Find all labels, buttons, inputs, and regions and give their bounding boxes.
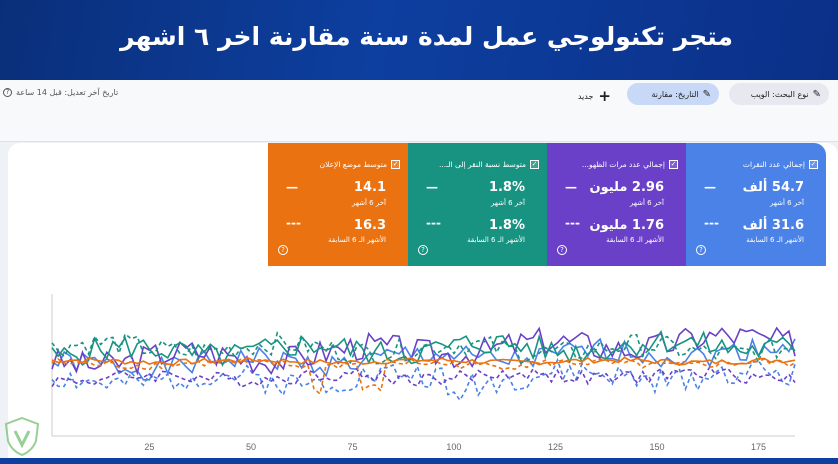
metric-current-value: 2.96 مليون [589,180,664,195]
metric-current-label: آخر 6 أشهر [630,199,664,207]
metric-card-position[interactable]: ✓ متوسط موضع الإعلان 14.1 آخر 6 أشهر 16.3… [268,143,408,266]
series-line-ctr_prev [51,331,796,365]
metric-previous-value: 16.3 [353,218,386,233]
date-label: التاريخ: مقارنة [651,89,699,99]
metric-title: متوسط موضع الإعلان [319,160,387,169]
search-type-filter[interactable]: ✎ نوع البحث: الويب [729,83,829,105]
x-tick-label: 75 [347,442,357,452]
series-line-impressions [51,326,796,376]
metric-current-label: آخر 6 أشهر [491,199,525,207]
metric-current-label: آخر 6 أشهر [770,199,804,207]
page-title: متجر تكنولوجي عمل لمدة سنة مقارنة اخر ٦ … [120,22,733,51]
new-filter-label: جديد [577,91,594,101]
pencil-icon: ✎ [812,88,821,100]
help-icon[interactable]: ? [696,245,706,255]
x-tick-label: 50 [246,442,256,452]
metric-previous-label: الأشهر الـ 6 السابقة [746,236,804,244]
metric-card-impressions[interactable]: ✓ إجمالي عدد مرات الظهو... 2.96 مليون آخر… [547,143,686,266]
metric-current-value: 1.8% [488,180,525,195]
bottom-bar [0,458,838,464]
metric-previous-value: 1.8% [488,218,525,233]
x-tick-label: 175 [751,442,766,452]
help-icon[interactable]: ? [418,245,428,255]
dashed-line-legend: --- [565,216,580,230]
metric-title: متوسط نسبة النقر إلى الـ... [438,160,526,169]
series-line-position [51,356,796,366]
metric-current-value: 14.1 [353,180,386,195]
metric-previous-label: الأشهر الـ 6 السابقة [606,236,664,244]
shield-logo-watermark [4,416,40,457]
help-icon[interactable]: ? [3,88,12,97]
filter-toolbar: ✎ نوع البحث: الويب ✎ التاريخ: مقارنة + ج… [0,80,838,142]
metric-current-value: 54.7 ألف [742,180,804,195]
metric-card-clicks[interactable]: ✓ إجمالي عدد النقرات 54.7 ألف آخر 6 أشهر … [686,143,826,266]
last-edit-label: تاريخ آخر تعديل: قبل 14 ساعة [16,88,119,97]
metric-card-ctr[interactable]: ✓ متوسط نسبة النقر إلى الـ... 1.8% آخر 6 … [408,143,547,266]
solid-line-legend: — [704,180,716,194]
solid-line-legend: — [286,180,298,194]
performance-line-chart[interactable]: 25 50 75 100 125 150 175 [40,286,820,456]
metric-previous-value: 1.76 مليون [589,218,664,233]
search-type-label: نوع البحث: الويب [750,89,809,99]
checkbox-icon[interactable]: ✓ [391,160,400,169]
x-tick-label: 25 [144,442,154,452]
metric-current-label: آخر 6 أشهر [352,199,386,207]
series-line-position_prev [51,357,796,396]
checkbox-icon[interactable]: ✓ [530,160,539,169]
date-filter[interactable]: ✎ التاريخ: مقارنة [627,83,719,105]
plus-icon: + [598,87,611,105]
checkbox-icon[interactable]: ✓ [809,160,818,169]
metric-title: إجمالي عدد النقرات [742,160,805,169]
title-banner: متجر تكنولوجي عمل لمدة سنة مقارنة اخر ٦ … [0,0,838,80]
metric-previous-label: الأشهر الـ 6 السابقة [328,236,386,244]
x-tick-label: 150 [649,442,664,452]
help-icon[interactable]: ? [557,245,567,255]
series-line-clicks_prev [51,357,796,402]
last-edit-info: تاريخ آخر تعديل: قبل 14 ساعة ? [3,88,118,97]
solid-line-legend: — [426,180,438,194]
dashed-line-legend: --- [286,216,301,230]
x-tick-label: 125 [548,442,563,452]
metric-title: إجمالي عدد مرات الظهو... [581,160,665,169]
pencil-icon: ✎ [702,88,711,100]
metric-previous-label: الأشهر الـ 6 السابقة [467,236,525,244]
solid-line-legend: — [565,180,577,194]
metric-previous-value: 31.6 ألف [742,218,804,233]
dashed-line-legend: --- [426,216,441,230]
dashed-line-legend: --- [704,216,719,230]
help-icon[interactable]: ? [278,245,288,255]
series-line-impressions_prev [51,365,796,388]
checkbox-icon[interactable]: ✓ [669,160,678,169]
new-filter-button[interactable]: + جديد [578,87,611,105]
x-tick-label: 100 [446,442,461,452]
